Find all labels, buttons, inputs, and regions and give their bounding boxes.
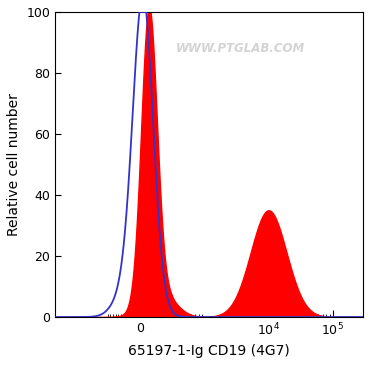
X-axis label: 65197-1-Ig CD19 (4G7): 65197-1-Ig CD19 (4G7): [128, 344, 290, 358]
Text: WWW.PTGLAB.COM: WWW.PTGLAB.COM: [175, 42, 305, 55]
Y-axis label: Relative cell number: Relative cell number: [7, 93, 21, 236]
